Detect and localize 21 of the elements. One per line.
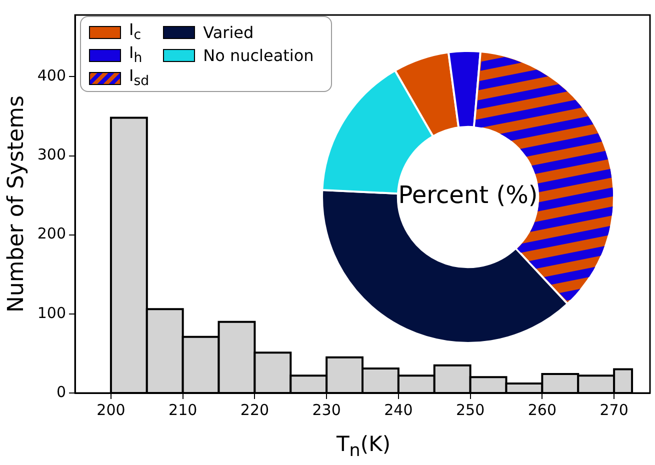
legend-label: I$_{sd}$ (129, 66, 150, 90)
x-tick-label: 250 (456, 400, 485, 419)
legend-label: I$_{h}$ (129, 43, 142, 67)
y-tick-label: 200 (37, 224, 66, 243)
y-tick-label: 400 (37, 66, 66, 85)
x-tick-label: 210 (168, 400, 198, 419)
y-tick-label: 0 (56, 382, 66, 401)
x-tick-label: 240 (384, 400, 413, 419)
x-tick-label: 220 (240, 400, 270, 419)
y-axis-title: Number of Systems (4, 95, 29, 313)
legend-label: I$_{c}$ (129, 20, 142, 44)
legend-label: No nucleation (203, 46, 314, 64)
x-tick-label: 270 (600, 400, 628, 419)
x-tick-label: 260 (528, 400, 557, 419)
y-tick-label: 300 (37, 146, 66, 164)
x-tick-label: 200 (96, 400, 126, 419)
y-tick-label: 100 (37, 304, 66, 322)
x-tick-label: 230 (312, 400, 341, 419)
text: Percent (%) (398, 181, 538, 210)
x-axis-title: T$_{n}$(K) (335, 432, 392, 462)
legend-label: Varied (203, 22, 254, 42)
